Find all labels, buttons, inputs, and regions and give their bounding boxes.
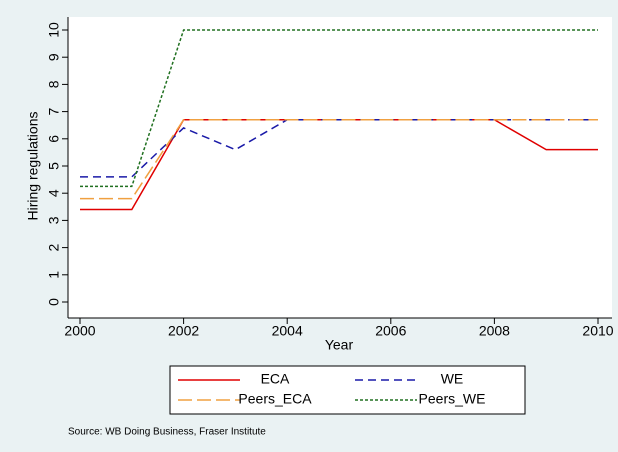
plot-area — [68, 17, 612, 318]
y-tick-label: 10 — [46, 22, 62, 38]
legend-label: Peers_ECA — [238, 391, 312, 407]
x-tick-label: 2000 — [64, 323, 95, 339]
y-tick-label: 7 — [46, 107, 62, 115]
legend-label: WE — [441, 371, 464, 387]
y-tick-label: 0 — [46, 298, 62, 306]
y-tick-label: 6 — [46, 135, 62, 143]
x-tick-label: 2004 — [272, 323, 303, 339]
y-tick-label: 8 — [46, 80, 62, 88]
source-note: Source: WB Doing Business, Fraser Instit… — [68, 427, 266, 438]
x-tick-label: 2002 — [168, 323, 199, 339]
series-line — [80, 119, 598, 178]
x-tick-label: 2006 — [375, 323, 406, 339]
y-tick-label: 4 — [46, 189, 62, 197]
series-line — [80, 29, 598, 188]
y-tick-label: 9 — [46, 53, 62, 61]
y-tick-label: 5 — [46, 162, 62, 170]
y-tick-label: 1 — [46, 271, 62, 279]
y-tick-label: 2 — [46, 243, 62, 251]
x-tick-label: 2010 — [582, 323, 613, 339]
x-axis-title: Year — [325, 337, 354, 353]
legend-label: Peers_WE — [419, 391, 486, 407]
x-tick-label: 2008 — [479, 323, 510, 339]
y-axis-title: Hiring regulations — [25, 112, 41, 221]
legend — [169, 365, 526, 415]
y-tick-label: 3 — [46, 216, 62, 224]
series-line — [80, 119, 598, 200]
legend-label: ECA — [261, 371, 290, 387]
